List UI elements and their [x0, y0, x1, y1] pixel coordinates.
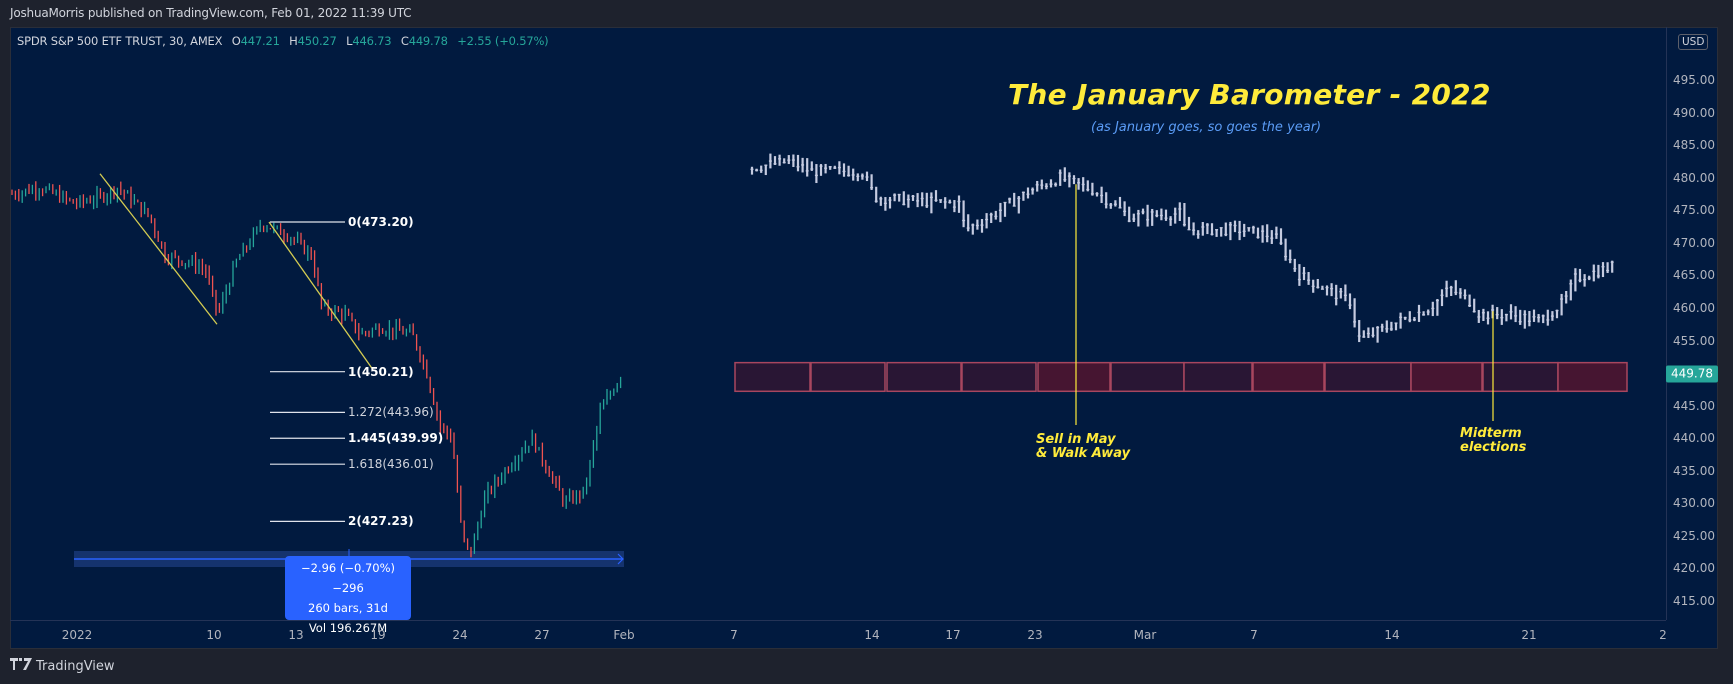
price-tick: 480.00	[1673, 170, 1715, 185]
chart-title: The January Barometer - 2022	[1008, 78, 1491, 111]
time-tick: 2022	[61, 628, 93, 642]
price-tick: 425.00	[1673, 528, 1715, 543]
trendline-1	[99, 173, 218, 325]
time-tick: 19	[370, 628, 386, 642]
last-price-label: 449.78	[1666, 365, 1718, 383]
measure-arrow-icon	[617, 553, 624, 565]
sell-in-may-note: Sell in May & Walk Away	[1036, 432, 1131, 461]
seasonal-box	[1410, 361, 1483, 393]
price-axis[interactable]	[1666, 27, 1719, 620]
time-tick: 14	[1384, 628, 1400, 642]
low-value: 446.73	[352, 34, 392, 48]
price-tick: 470.00	[1673, 235, 1715, 250]
fib-level-label: 1.618(436.01)	[348, 457, 434, 472]
midterm-elections-note: Midterm elections	[1460, 426, 1527, 455]
footer-brand[interactable]: TradingView	[10, 658, 115, 674]
time-tick: Mar	[1133, 628, 1157, 642]
seasonal-box	[1037, 361, 1111, 393]
trendline-2	[268, 221, 374, 371]
seasonal-box	[734, 361, 811, 393]
time-tick: 23	[1027, 628, 1043, 642]
seasonal-box	[1110, 361, 1185, 393]
open-value: 447.21	[240, 34, 280, 48]
seasonal-box	[1183, 361, 1253, 393]
price-tick: 430.00	[1673, 496, 1715, 511]
seasonal-box	[886, 361, 962, 393]
price-tick: 420.00	[1673, 561, 1715, 576]
time-tick: 7	[730, 628, 738, 642]
time-tick: 10	[206, 628, 222, 642]
price-tick: 460.00	[1673, 300, 1715, 315]
seasonal-box	[1557, 361, 1628, 393]
seasonal-box	[1252, 361, 1325, 393]
price-tick: 415.00	[1673, 594, 1715, 608]
time-tick: 13	[288, 628, 304, 642]
price-tick: 490.00	[1673, 105, 1715, 120]
fib-level-label: 2(427.23)	[348, 514, 414, 529]
time-tick: Feb	[613, 628, 635, 642]
time-tick: 27	[534, 628, 550, 642]
price-tick: 465.00	[1673, 268, 1715, 283]
price-tick: 455.00	[1673, 333, 1715, 348]
fib-level-label: 1.445(439.99)	[348, 431, 444, 446]
time-tick: 2	[1659, 628, 1667, 642]
time-tick: 7	[1250, 628, 1258, 642]
seasonal-box	[1324, 361, 1412, 393]
time-tick: 21	[1521, 628, 1537, 642]
price-tick: 435.00	[1673, 463, 1715, 478]
chart-panel[interactable]	[10, 27, 1718, 649]
publish-info: JoshuaMorris published on TradingView.co…	[10, 6, 412, 20]
symbol-legend: SPDR S&P 500 ETF TRUST, 30, AMEX O447.21…	[17, 34, 549, 48]
seasonal-box	[961, 361, 1037, 393]
seasonal-box	[810, 361, 886, 393]
fib-level-label: 0(473.20)	[348, 214, 414, 229]
fib-level-label: 1(450.21)	[348, 364, 414, 379]
tradingview-brand: TradingView	[36, 658, 115, 674]
price-tick: 485.00	[1673, 138, 1715, 153]
currency-badge[interactable]: USD	[1678, 34, 1709, 50]
tradingview-logo-icon	[10, 658, 32, 674]
chart-subtitle: (as January goes, so goes the year)	[1091, 120, 1322, 135]
time-tick: 24	[452, 628, 468, 642]
symbol-name: SPDR S&P 500 ETF TRUST, 30, AMEX	[17, 34, 223, 48]
close-value: 449.78	[408, 34, 448, 48]
measure-tooltip: −2.96 (−0.70%) −296 260 bars, 31d Vol 19…	[285, 556, 411, 635]
fib-level-label: 1.272(443.96)	[348, 405, 434, 420]
time-tick: 17	[945, 628, 961, 642]
time-tick: 14	[864, 628, 880, 642]
seasonal-box	[1482, 361, 1559, 393]
high-value: 450.27	[297, 34, 337, 48]
price-tick: 445.00	[1673, 398, 1715, 413]
price-tick: 440.00	[1673, 431, 1715, 446]
time-axis[interactable]	[10, 620, 1666, 650]
price-tick: 475.00	[1673, 203, 1715, 218]
change-value: +2.55 (+0.57%)	[457, 34, 549, 48]
price-tick: 495.00	[1673, 73, 1715, 87]
